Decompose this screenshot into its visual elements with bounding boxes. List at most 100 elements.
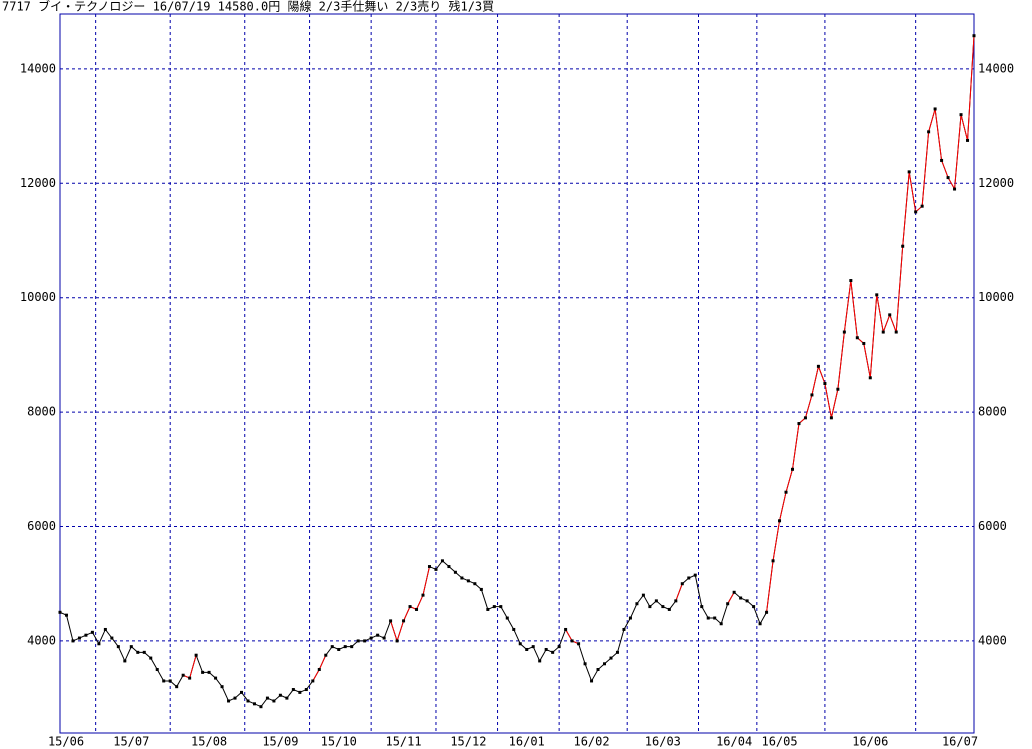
price-dot [395,639,399,643]
price-dot [862,341,866,345]
price-dot [479,587,483,591]
price-dot [739,596,743,600]
price-dot [343,645,347,649]
y-tick-label: 8000 [27,405,56,419]
price-dot [875,293,879,297]
price-dot [175,685,179,689]
price-dot [603,662,607,666]
price-dot [959,113,963,117]
price-dot [758,622,762,626]
price-dot [434,567,438,571]
price-dot [570,639,574,643]
price-dot [842,330,846,334]
price-dot [64,613,68,617]
price-dot [492,605,496,609]
y-tick-label: 14000 [20,61,56,75]
price-dot [881,330,885,334]
price-dot [123,659,127,663]
price-dot [240,690,244,694]
price-dot [765,610,769,614]
price-dot [499,605,503,609]
price-dot [402,619,406,623]
price-dot [415,607,419,611]
x-tick-label: 15/10 [321,735,357,749]
x-tick-label: 16/01 [509,735,545,749]
price-dot [389,619,393,623]
price-dot [330,645,334,649]
price-dot [382,636,386,640]
y-tick-label: 10000 [20,290,56,304]
price-dot [246,699,250,703]
price-dot [110,636,114,640]
x-tick-label: 16/02 [573,735,609,749]
price-dot [227,699,231,703]
price-dot [252,702,256,706]
price-dot [531,645,535,649]
price-dot [58,610,62,614]
price-dot [752,605,756,609]
price-dot [622,627,626,631]
price-dot [894,330,898,334]
price-line [182,655,197,679]
y-tick-label-right: 12000 [978,176,1014,190]
price-line [59,35,975,708]
price-dot [745,599,749,603]
price-dot [440,559,444,563]
price-dot [849,279,853,283]
price-dot [687,576,691,580]
price-dot [609,656,613,660]
price-dot [628,616,632,620]
price-dot [453,570,457,574]
price-dot [823,382,827,386]
price-dot [914,210,918,214]
price-dot [90,630,94,634]
price-dot [525,647,529,651]
price-dot [790,467,794,471]
price-dot [726,602,730,606]
price-dot [285,696,289,700]
price-dot [97,642,101,646]
price-dot [317,668,321,672]
price-dot [590,679,594,683]
price-dot [615,650,619,654]
price-dot [265,696,269,700]
price-dot [680,582,684,586]
price-dot [369,636,373,640]
x-tick-label: 15/09 [262,735,298,749]
price-dot [719,622,723,626]
price-dot [129,645,133,649]
price-dot [324,653,328,657]
price-dot [350,645,354,649]
price-dot [155,668,159,672]
y-tick-label-right: 14000 [978,61,1014,75]
price-dot [836,387,840,391]
price-dot [868,376,872,380]
price-dot [784,490,788,494]
price-dot [356,639,360,643]
price-dot [557,645,561,649]
y-tick-label-right: 8000 [978,405,1007,419]
price-dot [797,422,801,426]
price-dot [901,244,905,248]
price-dot [661,605,665,609]
price-dot [181,673,185,677]
y-tick-label: 12000 [20,176,56,190]
price-dot [77,636,81,640]
price-dot [933,107,937,111]
price-dot [194,653,198,657]
price-dot [564,627,568,631]
price-dot [168,679,172,683]
price-dot [84,633,88,637]
price-dot [635,602,639,606]
price-dot [447,565,451,569]
price-dot [376,633,380,637]
price-dot [940,158,944,162]
x-tick-label: 15/11 [385,735,421,749]
price-dot [596,668,600,672]
price-dot [466,579,470,583]
price-line [766,35,975,613]
price-dot [674,599,678,603]
price-dot [907,170,911,174]
price-dot [888,313,892,317]
